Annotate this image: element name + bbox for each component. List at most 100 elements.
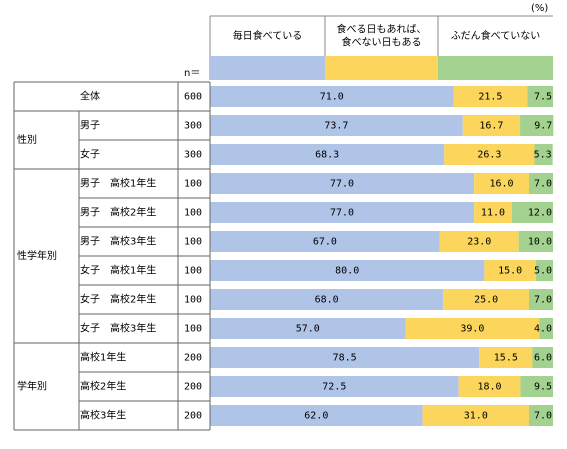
bar-segment <box>210 86 454 107</box>
bar-segment <box>462 115 521 136</box>
row-label: 高校1年生 <box>80 351 126 364</box>
data-label: 39.0 <box>460 324 484 335</box>
bar-segment <box>210 376 459 397</box>
data-label: 18.0 <box>477 382 501 393</box>
bar-segment <box>479 347 533 368</box>
data-label: 72.5 <box>322 382 346 393</box>
bar-segment <box>443 289 529 310</box>
bar-segment <box>527 86 553 107</box>
bar-segment <box>210 260 485 281</box>
legend-swatch <box>325 56 438 80</box>
data-label: 68.3 <box>315 150 339 161</box>
data-label: 7.0 <box>534 411 552 422</box>
bar-segment <box>405 318 540 339</box>
row-n: 100 <box>184 295 202 306</box>
row-label: 高校3年生 <box>80 409 126 422</box>
legend: 毎日食べている 食べる日もあれば、食べない日もある ふだん食べていない <box>209 15 553 80</box>
row-n: 200 <box>184 382 202 393</box>
bar-segment <box>520 115 554 136</box>
data-label: 11.0 <box>481 208 505 219</box>
legend-label: 毎日食べている <box>233 29 303 42</box>
bar-segment <box>474 202 512 223</box>
data-label: 5.3 <box>534 150 552 161</box>
bar-segment <box>528 405 553 426</box>
row-label: 男子 <box>80 120 100 132</box>
row-label: 男子 高校2年生 <box>80 206 156 219</box>
bar-segment <box>210 115 463 136</box>
bar-segment <box>528 173 553 194</box>
data-label: 68.0 <box>315 295 339 306</box>
data-label: 15.0 <box>498 266 522 277</box>
data-label: 26.3 <box>477 150 501 161</box>
n-header: n＝ <box>184 68 200 79</box>
bar-segment <box>210 202 475 223</box>
bar-segment <box>539 318 553 339</box>
bar-segment <box>422 405 529 426</box>
bar-segment <box>534 144 553 165</box>
data-label: 7.0 <box>534 179 552 190</box>
row-label: 女子 高校1年生 <box>80 264 156 277</box>
bar-segment <box>210 289 444 310</box>
data-label: 16.0 <box>490 179 514 190</box>
bar-segment <box>474 173 529 194</box>
data-label: 80.0 <box>335 266 359 277</box>
row-label: 男子 高校3年生 <box>80 235 156 248</box>
data-label: 6.0 <box>534 353 552 364</box>
data-label: 62.0 <box>304 411 328 422</box>
bar-segment <box>210 231 440 252</box>
data-label: 23.0 <box>467 237 491 248</box>
chart-rows: 全体 600 71.0 21.5 7.5 男子 300 73.7 16.7 9.7 女子 300 68.… <box>80 86 554 426</box>
bar-segment <box>210 318 406 339</box>
row-n: 600 <box>184 92 202 103</box>
data-label: 21.5 <box>478 92 502 103</box>
data-label: 73.7 <box>324 121 348 132</box>
row-label: 女子 <box>80 148 100 161</box>
bar-segment <box>453 86 528 107</box>
legend-swatch <box>438 56 553 80</box>
row-label: 女子 高校2年生 <box>80 293 156 306</box>
group-label: 性別 <box>17 133 37 146</box>
row-n: 100 <box>184 208 202 219</box>
bar-segment <box>444 144 535 165</box>
bar-segment <box>210 347 480 368</box>
legend-label: ふだん食べていない <box>451 29 541 42</box>
bar-segment <box>210 173 475 194</box>
data-label: 77.0 <box>330 208 354 219</box>
legend-swatch <box>210 56 325 80</box>
data-label: 57.0 <box>296 324 320 335</box>
row-n: 200 <box>184 411 202 422</box>
legend-label: 食べない日もある <box>342 36 422 49</box>
row-n: 100 <box>184 266 202 277</box>
bar-segment <box>518 231 553 252</box>
data-label: 31.0 <box>464 411 488 422</box>
data-label: 10.0 <box>528 237 552 248</box>
data-label: 4.0 <box>534 324 552 335</box>
data-label: 12.0 <box>528 208 552 219</box>
bar-segment <box>532 347 553 368</box>
row-n: 100 <box>184 179 202 190</box>
data-label: 7.0 <box>534 295 552 306</box>
bar-segment <box>439 231 519 252</box>
data-label: 5.0 <box>534 266 552 277</box>
unit-label: (%) <box>531 3 548 14</box>
data-label: 15.5 <box>494 353 518 364</box>
data-label: 9.5 <box>534 382 552 393</box>
bar-segment <box>535 260 553 281</box>
data-label: 16.7 <box>479 121 503 132</box>
row-n: 300 <box>184 150 202 161</box>
data-label: 7.5 <box>534 92 552 103</box>
bar-segment <box>458 376 521 397</box>
row-label: 全体 <box>80 90 100 103</box>
bar-segment <box>210 144 445 165</box>
row-label: 男子 高校1年生 <box>80 177 156 190</box>
group-label: 学年別 <box>17 380 47 393</box>
row-n: 100 <box>184 237 202 248</box>
row-label: 女子 高校3年生 <box>80 322 156 335</box>
row-label: 高校2年生 <box>80 380 126 393</box>
row-n: 200 <box>184 353 202 364</box>
row-n: 100 <box>184 324 202 335</box>
row-n: 300 <box>184 121 202 132</box>
bar-segment <box>520 376 553 397</box>
